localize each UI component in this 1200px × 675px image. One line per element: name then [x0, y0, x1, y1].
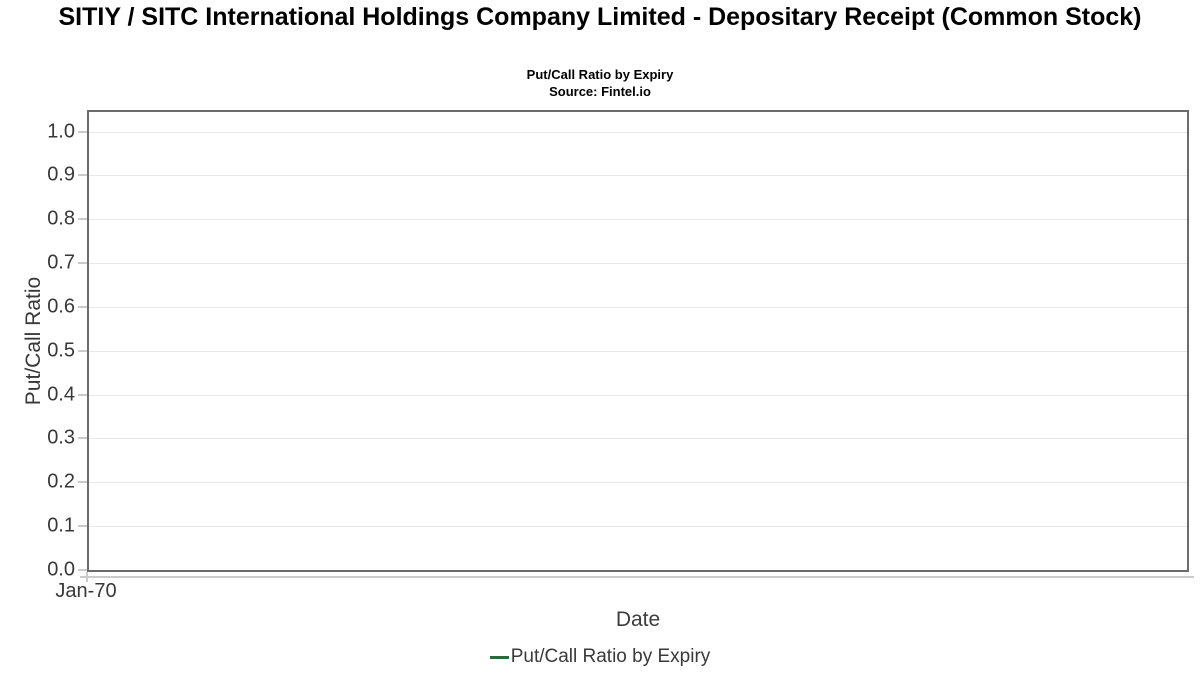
gridline	[89, 438, 1187, 440]
legend-item-label: Put/Call Ratio by Expiry	[510, 646, 711, 667]
y-tick-label: 0.4	[47, 383, 75, 406]
y-tick-label: 0.8	[47, 207, 75, 230]
y-tick-mark	[78, 130, 87, 133]
y-tick-mark	[78, 569, 87, 571]
chart-subtitle: Put/Call Ratio by Expiry	[526, 67, 674, 82]
y-tick-label: 0.9	[47, 163, 75, 186]
gridline	[89, 175, 1187, 177]
x-axis-line	[80, 576, 1194, 578]
y-tick-mark	[78, 174, 87, 177]
gridline	[89, 263, 1187, 265]
legend-item-put-call-ratio[interactable]: Put/Call Ratio by Expiry	[489, 646, 711, 668]
x-axis-title: Date	[615, 608, 661, 631]
y-tick-label: 0.0	[47, 558, 75, 581]
x-tick-mark	[86, 572, 88, 582]
y-tick-label: 0.7	[47, 251, 75, 274]
y-tick-mark	[78, 393, 87, 396]
y-tick-label: 0.5	[47, 339, 75, 362]
y-tick-mark	[78, 481, 87, 484]
chart-title: SITIY / SITC International Holdings Comp…	[58, 3, 1142, 31]
legend-line-swatch	[489, 655, 509, 659]
y-tick-mark	[78, 349, 87, 352]
y-tick-mark	[78, 218, 87, 221]
y-tick-mark	[78, 437, 87, 440]
y-tick-mark	[78, 305, 87, 308]
chart-legend: Put/Call Ratio by Expiry	[0, 646, 1200, 668]
gridline	[89, 526, 1187, 528]
gridline	[89, 219, 1187, 221]
gridline	[89, 131, 1187, 133]
gridline	[89, 394, 1187, 396]
gridline	[89, 482, 1187, 484]
y-tick-label: 1.0	[47, 120, 75, 142]
y-tick-label: 0.3	[47, 426, 75, 449]
x-tick-label: Jan-70	[55, 580, 117, 602]
y-tick-mark	[78, 525, 87, 528]
y-tick-mark	[78, 262, 87, 265]
plot-area	[87, 110, 1189, 572]
y-tick-label: 0.2	[47, 470, 75, 493]
y-tick-label: 0.1	[47, 514, 75, 537]
gridline	[89, 306, 1187, 308]
y-tick-label: 0.6	[47, 295, 75, 318]
gridline	[89, 350, 1187, 352]
chart-source: Source: Fintel.io	[549, 84, 651, 99]
